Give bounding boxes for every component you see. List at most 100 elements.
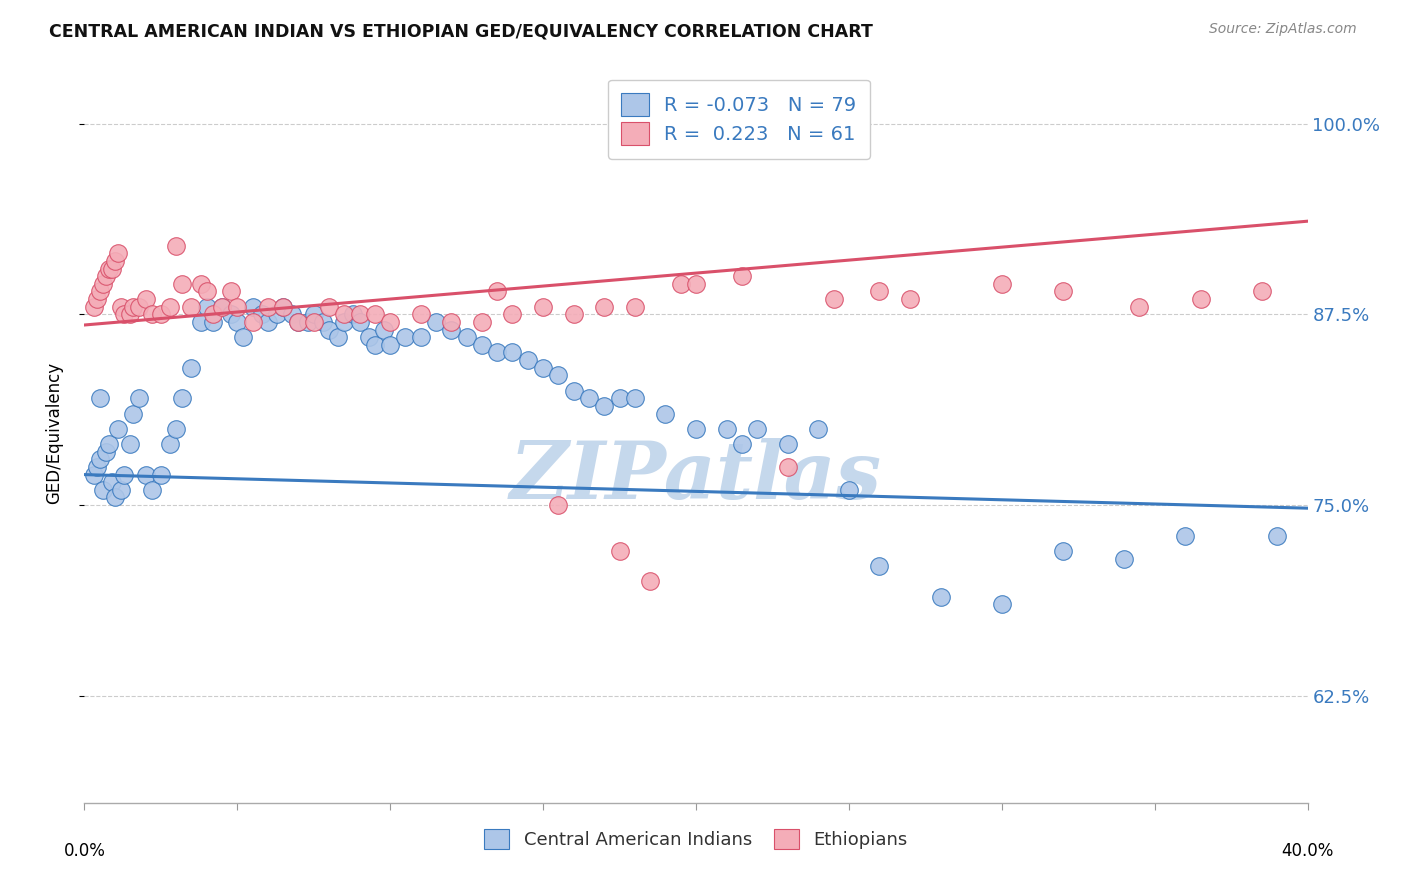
Point	[409, 307, 432, 321]
Point	[242, 300, 264, 314]
Point	[219, 307, 242, 321]
Point	[1114, 551, 1136, 566]
Point	[83, 467, 105, 482]
Point	[211, 300, 233, 314]
Point	[425, 315, 447, 329]
Point	[165, 422, 187, 436]
Point	[1174, 529, 1197, 543]
Point	[141, 483, 163, 497]
Point	[578, 391, 600, 405]
Point	[89, 285, 111, 299]
Point	[195, 285, 218, 299]
Point	[195, 300, 218, 314]
Point	[159, 437, 181, 451]
Point	[180, 300, 202, 314]
Point	[440, 315, 463, 329]
Point	[318, 322, 340, 336]
Point	[302, 315, 325, 329]
Point	[669, 277, 692, 291]
Text: CENTRAL AMERICAN INDIAN VS ETHIOPIAN GED/EQUIVALENCY CORRELATION CHART: CENTRAL AMERICAN INDIAN VS ETHIOPIAN GED…	[49, 22, 873, 40]
Point	[364, 338, 387, 352]
Point	[287, 315, 309, 329]
Point	[165, 238, 187, 252]
Point	[471, 315, 494, 329]
Point	[190, 277, 212, 291]
Point	[486, 345, 509, 359]
Point	[135, 467, 157, 482]
Point	[991, 277, 1014, 291]
Point	[91, 277, 114, 291]
Point	[731, 269, 754, 284]
Point	[516, 353, 538, 368]
Point	[120, 307, 142, 321]
Point	[502, 345, 524, 359]
Point	[731, 437, 754, 451]
Point	[654, 407, 676, 421]
Point	[823, 292, 845, 306]
Point	[440, 322, 463, 336]
Point	[328, 330, 350, 344]
Point	[107, 422, 129, 436]
Point	[250, 307, 273, 321]
Point	[1250, 285, 1272, 299]
Point	[624, 391, 647, 405]
Point	[562, 384, 585, 398]
Point	[190, 315, 212, 329]
Text: 40.0%: 40.0%	[1281, 842, 1334, 860]
Point	[94, 269, 117, 284]
Point	[716, 422, 738, 436]
Point	[685, 277, 707, 291]
Point	[135, 292, 157, 306]
Point	[302, 307, 325, 321]
Point	[593, 300, 616, 314]
Text: ZIPatlas: ZIPatlas	[510, 438, 882, 516]
Point	[232, 330, 254, 344]
Point	[101, 475, 124, 490]
Point	[149, 307, 172, 321]
Point	[257, 300, 280, 314]
Point	[869, 285, 891, 299]
Point	[1265, 529, 1288, 543]
Point	[86, 460, 108, 475]
Point	[257, 315, 280, 329]
Point	[226, 300, 249, 314]
Point	[266, 307, 288, 321]
Point	[120, 437, 142, 451]
Point	[318, 300, 340, 314]
Point	[219, 285, 242, 299]
Point	[128, 391, 150, 405]
Point	[593, 399, 616, 413]
Point	[159, 300, 181, 314]
Point	[107, 246, 129, 260]
Point	[141, 307, 163, 321]
Point	[97, 437, 120, 451]
Point	[201, 307, 224, 321]
Point	[898, 292, 921, 306]
Point	[89, 391, 111, 405]
Point	[242, 315, 264, 329]
Point	[364, 307, 387, 321]
Point	[94, 444, 117, 458]
Point	[776, 460, 799, 475]
Point	[409, 330, 432, 344]
Y-axis label: GED/Equivalency: GED/Equivalency	[45, 361, 63, 504]
Point	[747, 422, 769, 436]
Point	[1128, 300, 1150, 314]
Point	[104, 253, 127, 268]
Point	[638, 574, 661, 589]
Point	[776, 437, 799, 451]
Point	[122, 407, 145, 421]
Point	[86, 292, 108, 306]
Point	[609, 544, 631, 558]
Point	[226, 315, 249, 329]
Point	[287, 315, 309, 329]
Point	[333, 307, 356, 321]
Point	[128, 300, 150, 314]
Point	[531, 300, 554, 314]
Point	[172, 277, 194, 291]
Point	[380, 315, 402, 329]
Point	[112, 307, 135, 321]
Point	[110, 300, 132, 314]
Point	[1052, 285, 1074, 299]
Point	[180, 360, 202, 375]
